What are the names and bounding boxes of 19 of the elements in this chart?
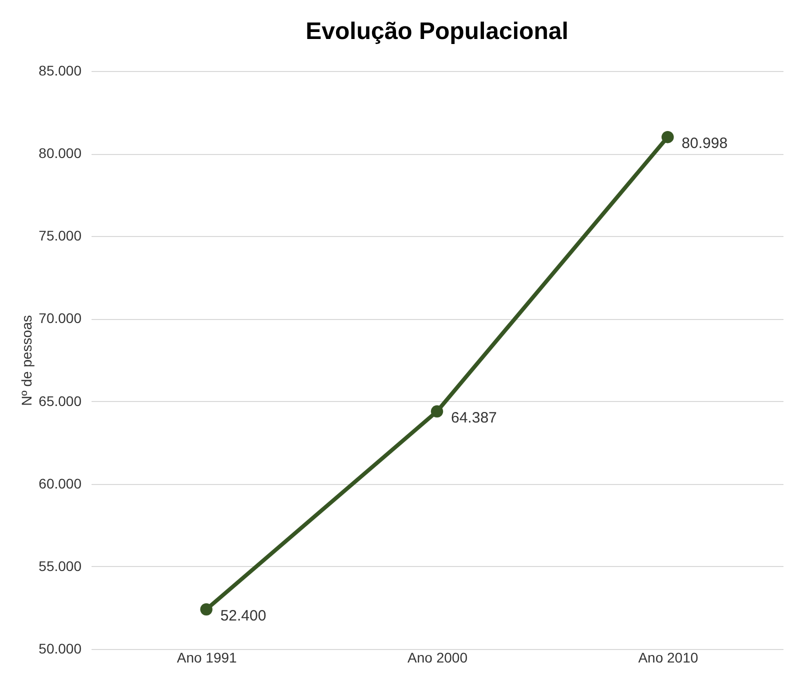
y-tick-label: 80.000 xyxy=(38,145,82,162)
y-tick-label: 75.000 xyxy=(38,228,82,244)
y-tick-label: 50.000 xyxy=(38,640,82,656)
y-tick-label: 85.000 xyxy=(38,62,82,78)
data-label: 64.387 xyxy=(451,409,497,426)
y-tick-label: 60.000 xyxy=(38,475,82,492)
point xyxy=(200,603,212,616)
point xyxy=(430,405,444,418)
x-tick-label: Ano 2010 xyxy=(638,650,698,666)
y-tick-label: 65.000 xyxy=(38,392,82,409)
x-tick-label: Ano 1991 xyxy=(176,650,238,666)
chart-title: Evolução Populacional xyxy=(306,18,568,45)
x-tick-label: Ano 2000 xyxy=(408,650,468,666)
data-label: 52.400 xyxy=(220,607,266,624)
y-axis-title: Nº de pessoas xyxy=(18,315,35,406)
data-label: 80.998 xyxy=(682,135,728,152)
point xyxy=(662,130,674,144)
y-tick-label: 70.000 xyxy=(38,310,82,326)
y-tick-label: 55.000 xyxy=(38,558,82,574)
